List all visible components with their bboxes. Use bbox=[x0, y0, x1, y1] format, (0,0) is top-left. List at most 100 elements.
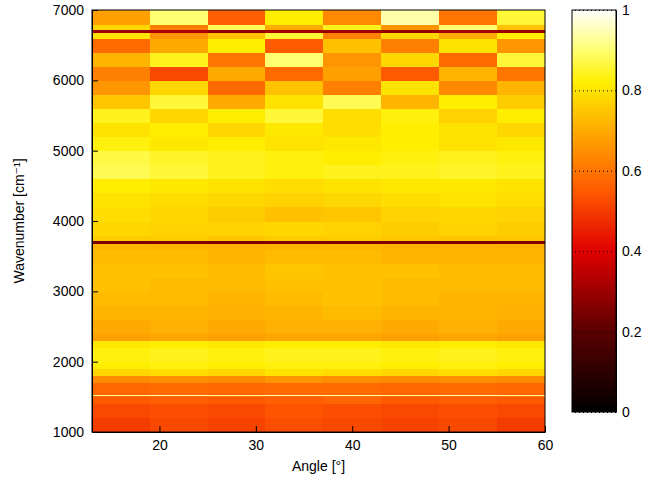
cell bbox=[265, 263, 323, 278]
cell bbox=[92, 277, 150, 292]
cell bbox=[439, 418, 497, 432]
cell bbox=[381, 235, 439, 241]
cell bbox=[92, 362, 150, 370]
cell bbox=[323, 207, 381, 222]
cell bbox=[92, 137, 150, 152]
cell bbox=[265, 397, 323, 405]
cell bbox=[92, 66, 150, 81]
cell bbox=[323, 52, 381, 67]
cell bbox=[497, 24, 545, 30]
cell bbox=[92, 193, 150, 208]
cell bbox=[150, 376, 208, 384]
tick-mark bbox=[572, 412, 616, 413]
cell bbox=[439, 362, 497, 370]
cell bbox=[208, 305, 266, 320]
tick-label: 30 bbox=[249, 437, 265, 453]
cell bbox=[150, 341, 208, 349]
cell bbox=[208, 383, 266, 395]
cell bbox=[208, 193, 266, 208]
tick-label: 1 bbox=[622, 2, 630, 18]
tick: 0.6 bbox=[572, 163, 642, 179]
cell bbox=[265, 376, 323, 384]
cell bbox=[150, 24, 208, 30]
cell bbox=[439, 108, 497, 123]
cell bbox=[381, 383, 439, 395]
cell bbox=[92, 404, 150, 419]
cell bbox=[92, 383, 150, 395]
cell bbox=[323, 334, 381, 342]
tick-label: 20 bbox=[152, 437, 168, 453]
cell bbox=[92, 165, 150, 180]
cell bbox=[265, 244, 323, 250]
cell bbox=[381, 137, 439, 152]
cell bbox=[208, 38, 266, 53]
cell bbox=[323, 369, 381, 377]
cell bbox=[497, 179, 545, 194]
cell bbox=[497, 108, 545, 123]
cell bbox=[381, 221, 439, 236]
cell bbox=[208, 369, 266, 377]
cell bbox=[150, 397, 208, 405]
tick: 3000 bbox=[53, 283, 98, 299]
cell bbox=[497, 305, 545, 320]
cell bbox=[208, 221, 266, 236]
cell bbox=[439, 305, 497, 320]
cell bbox=[92, 10, 150, 25]
cell bbox=[208, 33, 266, 39]
tick-mark bbox=[572, 10, 616, 11]
cell bbox=[92, 207, 150, 222]
cell bbox=[150, 38, 208, 53]
cell bbox=[381, 369, 439, 377]
cell bbox=[497, 376, 545, 384]
cell bbox=[439, 123, 497, 138]
cell bbox=[323, 383, 381, 395]
cells bbox=[92, 10, 545, 432]
cell bbox=[439, 94, 497, 109]
cell bbox=[150, 249, 208, 264]
cell bbox=[208, 263, 266, 278]
cell bbox=[323, 165, 381, 180]
cell bbox=[265, 305, 323, 320]
cell bbox=[497, 397, 545, 405]
cell bbox=[381, 249, 439, 264]
cell bbox=[381, 376, 439, 384]
cell bbox=[150, 137, 208, 152]
cell bbox=[150, 165, 208, 180]
cell bbox=[92, 418, 150, 432]
cell bbox=[323, 94, 381, 109]
tick-mark bbox=[572, 90, 616, 91]
cell bbox=[439, 10, 497, 25]
cell bbox=[208, 151, 266, 166]
cell bbox=[265, 418, 323, 432]
cell bbox=[208, 334, 266, 342]
cell bbox=[497, 151, 545, 166]
cell bbox=[381, 305, 439, 320]
cell bbox=[208, 80, 266, 95]
cell bbox=[265, 277, 323, 292]
cell bbox=[439, 38, 497, 53]
cell bbox=[497, 33, 545, 39]
cell bbox=[92, 52, 150, 67]
cell bbox=[323, 404, 381, 419]
y-axis-title: Wavenumber [cm⁻¹] bbox=[11, 158, 27, 283]
cell bbox=[92, 341, 150, 349]
cell bbox=[497, 207, 545, 222]
cell bbox=[439, 244, 497, 250]
cell bbox=[323, 397, 381, 405]
tick: 1000 bbox=[53, 424, 98, 440]
cell bbox=[92, 38, 150, 53]
cell bbox=[381, 244, 439, 250]
cell bbox=[323, 305, 381, 320]
cell bbox=[150, 235, 208, 241]
color-bar bbox=[572, 10, 616, 412]
cell bbox=[439, 249, 497, 264]
cell bbox=[381, 277, 439, 292]
cell bbox=[323, 277, 381, 292]
tick: 0.8 bbox=[572, 82, 642, 98]
cell bbox=[381, 24, 439, 30]
cell bbox=[150, 193, 208, 208]
cell bbox=[208, 179, 266, 194]
x-axis: 2030405060 bbox=[93, 426, 554, 453]
cell bbox=[92, 376, 150, 384]
tick: 2000 bbox=[53, 354, 98, 370]
